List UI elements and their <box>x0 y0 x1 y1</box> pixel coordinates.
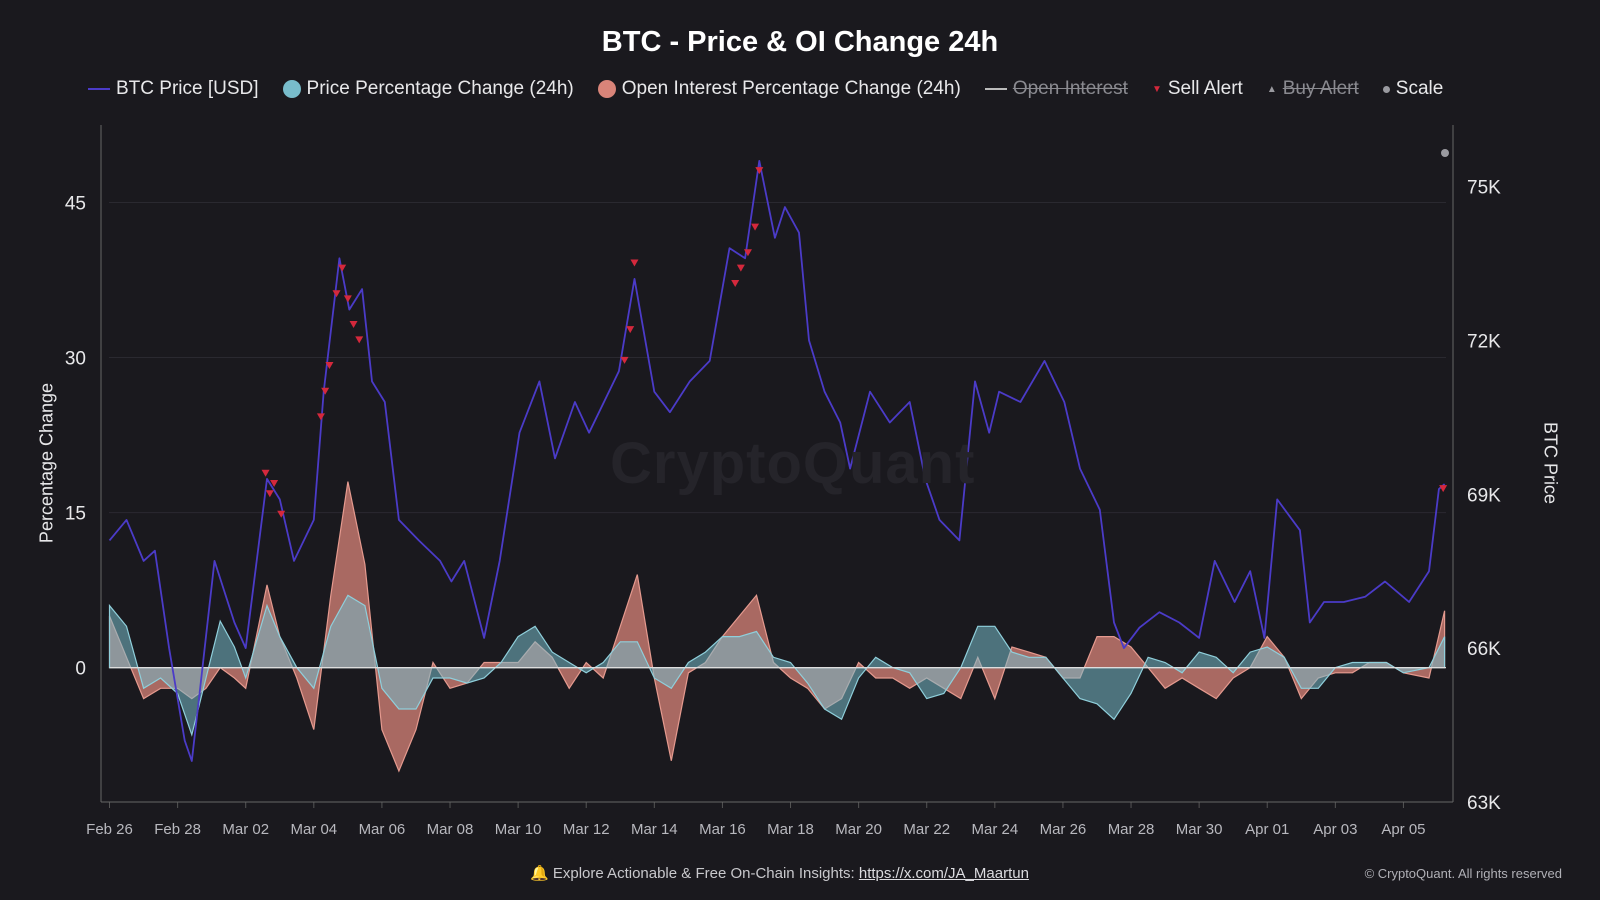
sell-alert-marker <box>265 490 274 498</box>
sell-alert-marker <box>343 295 352 303</box>
triangle-down-icon: ▼ <box>1151 83 1162 95</box>
sell-alert-marker <box>630 259 639 267</box>
legend-label: Scale <box>1395 78 1444 99</box>
y-axis-left-label: Percentage Change <box>36 382 57 544</box>
y-left-tick-label: 15 <box>65 504 86 525</box>
x-tick-label: Mar 26 <box>1040 821 1087 838</box>
x-tick-label: Feb 28 <box>154 821 201 838</box>
legend-item-scale[interactable]: Scale <box>1382 78 1444 100</box>
copyright: © CryptoQuant. All rights reserved <box>1364 866 1562 881</box>
price-pct-area <box>108 594 1446 737</box>
triangle-up-icon: ▲ <box>1266 83 1277 95</box>
legend-label: Buy Alert <box>1282 78 1359 99</box>
legend-item-open-interest[interactable]: Open Interest <box>984 78 1128 100</box>
legend-label: BTC Price [USD] <box>116 78 259 99</box>
scale-dot <box>1441 149 1449 157</box>
y-left-tick-label: 45 <box>65 194 86 215</box>
sell-alert-marker <box>736 264 745 272</box>
sell-alert-marker <box>620 356 629 364</box>
x-tick-label: Mar 02 <box>222 821 269 838</box>
legend-item-sell-alert[interactable]: ▼ Sell Alert <box>1152 78 1243 100</box>
sell-alert-marker <box>349 321 358 329</box>
sell-alert-marker <box>321 387 330 395</box>
legend: BTC Price [USD] Price Percentage Change (… <box>88 78 1443 100</box>
x-tick-label: Mar 24 <box>971 821 1018 838</box>
legend-item-open-interest-percentage-change-24h[interactable]: Open Interest Percentage Change (24h) <box>597 78 961 100</box>
line-swatch-icon <box>984 88 1007 90</box>
sell-alert-marker <box>755 167 764 175</box>
y-right-tick-label: 72K <box>1467 331 1501 352</box>
x-tick-label: Mar 12 <box>563 821 610 838</box>
footer-link[interactable]: https://x.com/JA_Maartun <box>858 865 1029 882</box>
x-tick-label: Apr 01 <box>1245 821 1289 838</box>
x-tick-label: Mar 20 <box>835 821 882 838</box>
x-tick-label: Mar 08 <box>427 821 474 838</box>
bell-icon: 🔔 <box>530 865 549 882</box>
x-tick-label: Mar 14 <box>631 821 678 838</box>
sell-alert-marker <box>261 469 270 477</box>
x-tick-label: Apr 05 <box>1381 821 1425 838</box>
x-tick-label: Mar 28 <box>1108 821 1155 838</box>
x-tick-label: Mar 18 <box>767 821 814 838</box>
y-right-tick-label: 75K <box>1467 178 1501 199</box>
footer: 🔔 Explore Actionable & Free On-Chain Ins… <box>530 864 1029 882</box>
legend-label: Sell Alert <box>1167 78 1243 99</box>
x-tick-label: Mar 06 <box>359 821 406 838</box>
chart-title: BTC - Price & OI Change 24h <box>601 26 999 58</box>
dot-swatch-icon <box>597 80 616 98</box>
sell-alert-marker <box>316 413 325 421</box>
y-right-tick-label: 69K <box>1467 485 1501 506</box>
x-tick-label: Apr 03 <box>1313 821 1357 838</box>
x-tick-label: Mar 04 <box>290 821 337 838</box>
sell-alert-marker <box>325 362 334 370</box>
watermark: CryptoQuant <box>610 431 976 496</box>
legend-label: Open Interest <box>1012 78 1128 99</box>
legend-item-btc-price-usd[interactable]: BTC Price [USD] <box>88 78 259 100</box>
y-axis-right-label: BTC Price <box>1540 421 1561 505</box>
sell-alert-marker <box>743 249 752 257</box>
sell-alert-marker <box>338 264 347 272</box>
sell-alert-marker <box>355 336 364 344</box>
y-left-tick-label: 0 <box>75 659 86 680</box>
y-right-tick-label: 66K <box>1467 639 1501 660</box>
sell-alert-marker <box>270 480 279 488</box>
sell-alert-marker <box>626 326 635 334</box>
legend-label: Open Interest Percentage Change (24h) <box>621 78 961 99</box>
btc-price-line <box>108 159 1446 762</box>
sell-alert-marker <box>751 223 760 231</box>
y-left-tick-label: 30 <box>65 349 86 370</box>
x-tick-label: Mar 10 <box>495 821 542 838</box>
x-tick-label: Feb 26 <box>86 821 133 838</box>
x-tick-label: Mar 22 <box>903 821 950 838</box>
dot-swatch-icon <box>1382 85 1390 93</box>
sell-alert-marker <box>731 279 740 287</box>
line-swatch-icon <box>88 88 110 90</box>
dot-swatch-icon <box>282 80 301 98</box>
oi-pct-area <box>108 481 1446 773</box>
legend-label: Price Percentage Change (24h) <box>306 78 574 99</box>
x-tick-label: Mar 30 <box>1176 821 1223 838</box>
sell-alert-marker <box>332 290 341 298</box>
sell-alert-marker <box>1439 485 1448 493</box>
legend-item-buy-alert[interactable]: ▲ Buy Alert <box>1267 78 1359 100</box>
y-right-tick-label: 63K <box>1467 793 1501 814</box>
x-tick-label: Mar 16 <box>699 821 746 838</box>
footer-text: Explore Actionable & Free On-Chain Insig… <box>552 865 855 882</box>
legend-item-price-percentage-change-24h[interactable]: Price Percentage Change (24h) <box>282 78 574 100</box>
sell-alert-marker <box>277 510 286 518</box>
